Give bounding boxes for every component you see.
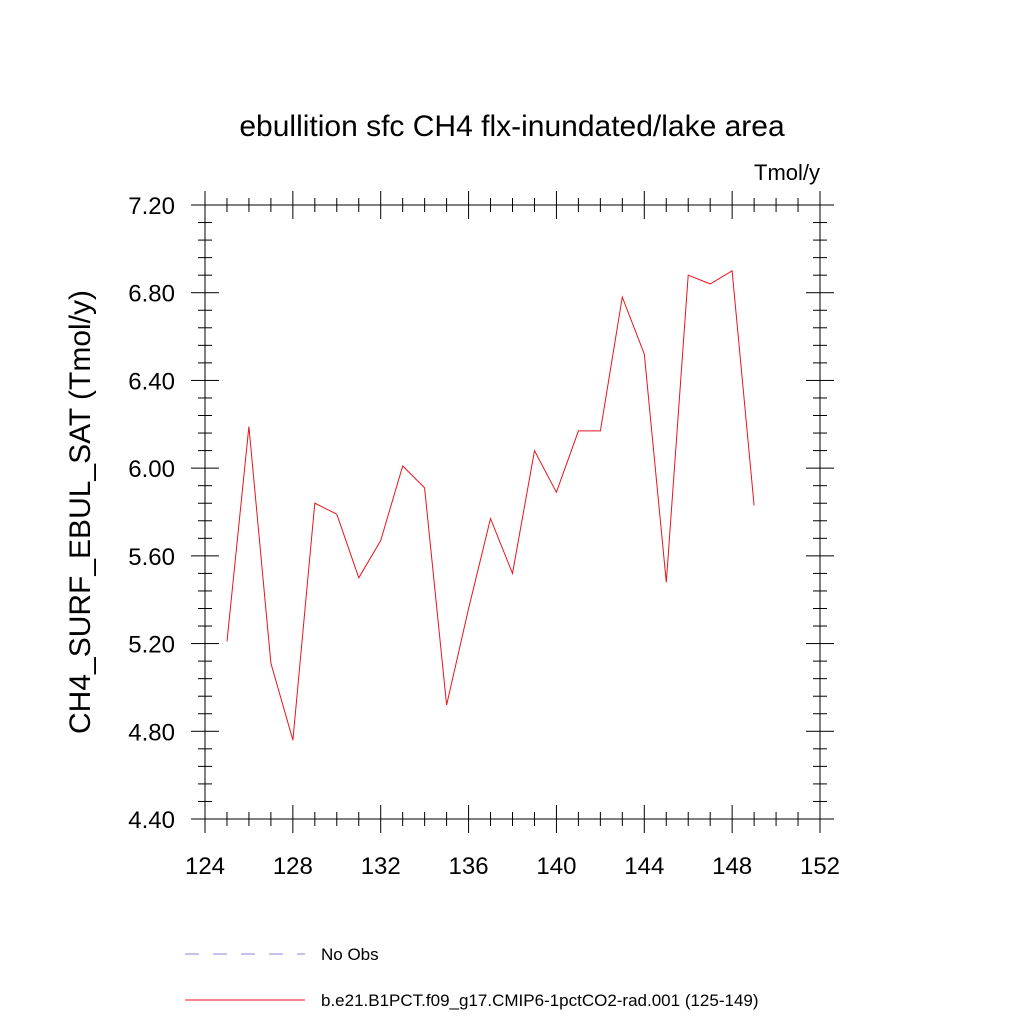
legend: No Obs b.e21.B1PCT.f09_g17.CMIP6-1pctCO2… (185, 945, 759, 1010)
y-axis-label: CH4_SURF_EBUL_SAT (Tmol/y) (64, 290, 97, 734)
y-tick-label: 5.60 (128, 544, 175, 571)
plot-lines (226, 269, 755, 741)
y-tick-label: 7.20 (128, 193, 175, 220)
plot-frame (204, 204, 821, 820)
x-tick-label: 136 (449, 853, 489, 880)
tick-labels: 124 128 132 136 140 144 148 152 4.40 4.80 5.20 5.60… (128, 193, 840, 880)
y-tick-label: 6.80 (128, 281, 175, 308)
x-tick-label: 132 (361, 853, 401, 880)
legend-label-model: b.e21.B1PCT.f09_g17.CMIP6-1pctCO2-rad.00… (321, 991, 759, 1010)
x-tick-label: 144 (624, 853, 664, 880)
x-tick-label: 152 (800, 853, 840, 880)
series-line-0 (226, 269, 755, 741)
x-tick-label: 124 (185, 853, 225, 880)
axis-ticks (191, 191, 834, 833)
chart-title: ebullition sfc CH4 flx-inundated/lake ar… (239, 110, 785, 143)
y-tick-label: 6.00 (128, 456, 175, 483)
units-label: Tmol/y (754, 160, 820, 185)
legend-label-no-obs: No Obs (321, 945, 379, 964)
y-tick-label: 4.80 (128, 719, 175, 746)
x-tick-label: 148 (712, 853, 752, 880)
x-tick-label: 128 (273, 853, 313, 880)
y-tick-label: 5.20 (128, 632, 175, 659)
x-tick-label: 140 (536, 853, 576, 880)
y-tick-label: 6.40 (128, 368, 175, 395)
y-tick-label: 4.40 (128, 807, 175, 834)
